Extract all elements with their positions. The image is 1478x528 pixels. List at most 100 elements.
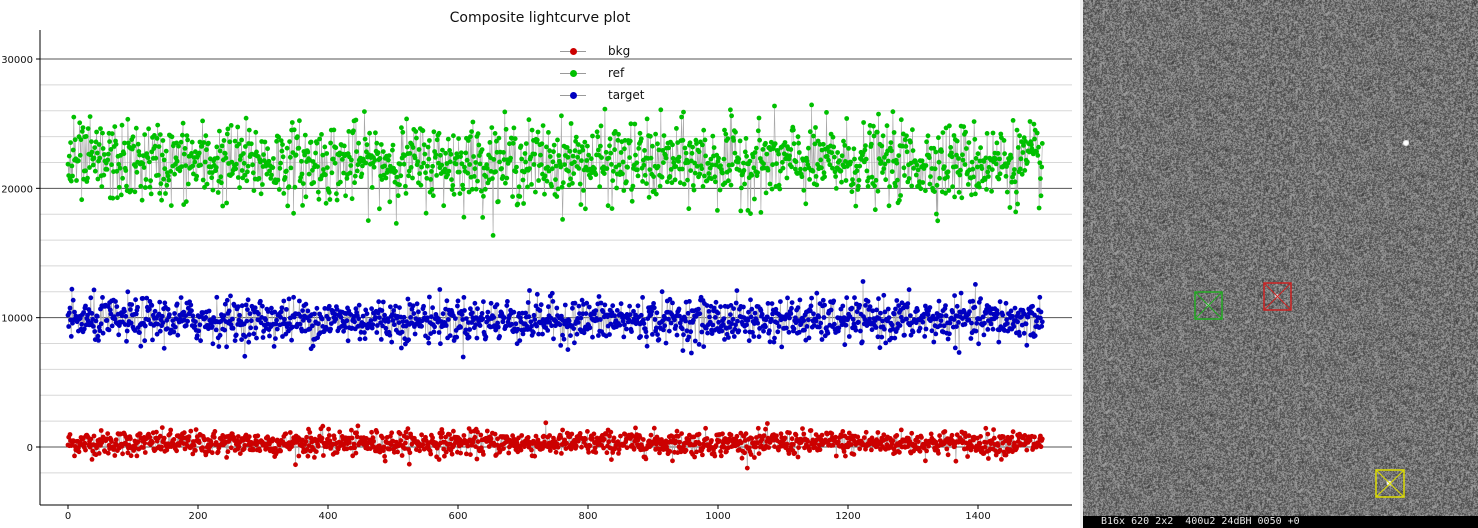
- data-point-target: [996, 339, 1002, 345]
- data-point-ref: [489, 125, 495, 130]
- data-point-ref: [323, 200, 329, 206]
- data-point-ref: [772, 141, 778, 147]
- data-point-target: [69, 286, 75, 292]
- data-point-ref: [903, 144, 909, 149]
- data-point-target: [475, 306, 480, 312]
- data-point-bkg: [326, 433, 332, 438]
- data-point-target: [719, 328, 725, 334]
- data-point-target: [193, 319, 198, 325]
- data-point-target: [943, 313, 949, 319]
- data-point-target: [531, 312, 537, 318]
- data-point-ref: [445, 136, 451, 142]
- data-point-bkg: [436, 457, 442, 462]
- data-point-ref: [118, 192, 124, 198]
- data-point-ref: [807, 129, 813, 135]
- data-point-ref: [215, 190, 221, 195]
- data-point-ref: [560, 217, 565, 222]
- data-point-bkg: [718, 449, 723, 454]
- data-point-ref: [1039, 164, 1045, 170]
- data-point-target: [273, 336, 278, 341]
- data-point-ref: [235, 124, 241, 130]
- data-point-target: [1012, 305, 1018, 311]
- data-point-target: [171, 329, 177, 335]
- data-point-target: [713, 315, 718, 320]
- data-point-target: [474, 335, 480, 341]
- data-point-target: [562, 302, 568, 308]
- data-point-bkg: [898, 427, 904, 433]
- data-point-ref: [839, 153, 845, 159]
- data-point-ref: [383, 175, 389, 181]
- data-point-ref: [939, 149, 944, 154]
- data-point-ref: [522, 151, 528, 156]
- data-point-ref: [807, 177, 812, 182]
- data-point-target: [828, 307, 834, 313]
- data-point-ref: [471, 154, 476, 159]
- data-point-ref: [755, 128, 761, 134]
- data-point-target: [891, 311, 897, 317]
- data-point-target: [505, 299, 510, 304]
- data-point-ref: [687, 140, 693, 146]
- data-point-target: [90, 324, 96, 329]
- data-point-ref: [824, 110, 829, 115]
- data-point-ref: [490, 176, 495, 181]
- data-point-target: [485, 309, 491, 315]
- data-point-ref: [891, 130, 897, 135]
- data-point-target: [568, 333, 573, 338]
- data-point-ref: [767, 181, 773, 187]
- data-point-ref: [772, 103, 777, 109]
- data-point-ref: [250, 170, 256, 176]
- ref-star-marker[interactable]: [1194, 291, 1223, 320]
- data-point-bkg: [112, 453, 118, 458]
- data-point-target: [376, 299, 382, 305]
- data-point-bkg: [193, 448, 198, 453]
- data-point-target: [165, 306, 171, 312]
- data-point-bkg: [481, 452, 486, 457]
- data-point-ref: [607, 136, 613, 142]
- data-point-ref: [390, 142, 396, 148]
- data-point-target: [879, 334, 885, 340]
- data-point-target: [886, 315, 892, 321]
- data-point-bkg: [965, 454, 970, 459]
- data-point-ref: [632, 121, 638, 127]
- data-point-target: [820, 297, 826, 303]
- data-point-ref: [710, 133, 716, 139]
- data-point-ref: [326, 190, 332, 195]
- data-point-ref: [760, 147, 766, 152]
- data-point-bkg: [193, 427, 199, 432]
- data-point-ref: [74, 178, 79, 183]
- data-point-bkg: [518, 447, 524, 453]
- data-point-bkg: [529, 447, 534, 453]
- ccd-image-viewer[interactable]: B16x 620 2x2 400u2 24dBH 0050 +0: [1083, 0, 1478, 528]
- data-point-ref: [945, 174, 950, 180]
- data-point-ref: [109, 131, 115, 137]
- data-point-ref: [143, 177, 149, 182]
- data-point-ref: [77, 120, 83, 126]
- data-point-ref: [467, 162, 473, 167]
- data-point-target: [188, 302, 194, 308]
- target-star-marker[interactable]: [1263, 282, 1292, 311]
- data-point-ref: [299, 171, 305, 177]
- data-point-target: [701, 344, 707, 349]
- data-point-bkg: [609, 457, 614, 462]
- data-point-bkg: [742, 450, 747, 456]
- data-point-bkg: [590, 436, 595, 441]
- data-point-target: [472, 300, 478, 306]
- data-point-bkg: [875, 430, 881, 435]
- data-point-ref: [984, 187, 989, 192]
- data-point-ref: [1037, 160, 1043, 166]
- data-point-ref: [598, 143, 603, 149]
- data-point-target: [239, 337, 245, 342]
- data-point-ref: [1034, 130, 1040, 136]
- data-point-ref: [937, 175, 942, 181]
- data-point-target: [859, 339, 865, 345]
- data-point-ref: [69, 163, 75, 169]
- data-point-target: [344, 318, 350, 324]
- data-point-ref: [334, 191, 339, 197]
- check-star-marker[interactable]: [1375, 469, 1405, 498]
- data-point-ref: [423, 210, 429, 216]
- data-point-bkg: [712, 453, 718, 459]
- data-point-ref: [130, 134, 136, 140]
- data-point-target: [939, 313, 944, 319]
- data-point-ref: [496, 135, 502, 141]
- data-point-ref: [616, 131, 621, 137]
